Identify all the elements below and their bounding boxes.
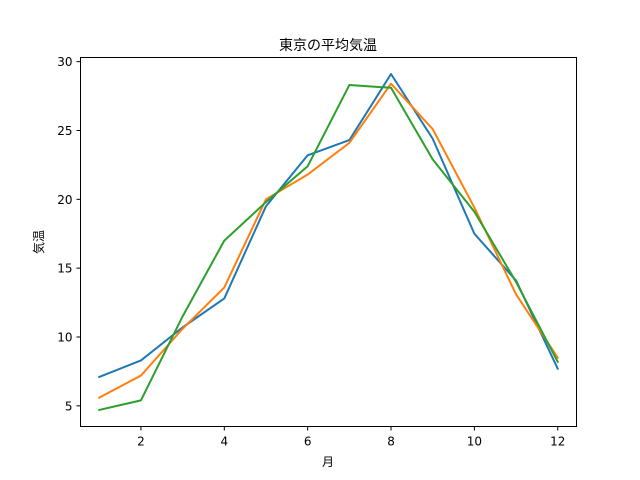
y-tick-label: 15	[57, 262, 72, 276]
y-tick-label: 30	[57, 55, 72, 69]
x-tick-label: 6	[304, 435, 312, 449]
chart-title: 東京の平均気温	[279, 38, 377, 54]
x-tick-label: 8	[387, 435, 395, 449]
series-line-2	[97, 82, 560, 399]
series-line-3	[98, 84, 560, 412]
y-tick-label: 25	[57, 124, 72, 138]
y-tick-label: 10	[57, 331, 72, 345]
plot-area: 2 4 6 8 10 12 5 10 15 20 25 30	[57, 55, 577, 449]
axes-frame	[80, 57, 577, 427]
y-axis-label: 気温	[31, 230, 46, 254]
x-tick-label: 12	[550, 435, 565, 449]
y-tick-label: 5	[65, 399, 73, 413]
y-tick-label: 20	[57, 193, 72, 207]
series-line-1	[97, 73, 560, 379]
x-tick-label: 10	[467, 435, 482, 449]
x-axis-label: 月	[322, 455, 334, 469]
y-axis: 5 10 15 20 25 30	[57, 55, 81, 413]
series-group	[97, 73, 560, 412]
x-tick-label: 2	[137, 435, 145, 449]
x-axis: 2 4 6 8 10 12	[137, 426, 565, 449]
x-tick-label: 4	[220, 435, 228, 449]
